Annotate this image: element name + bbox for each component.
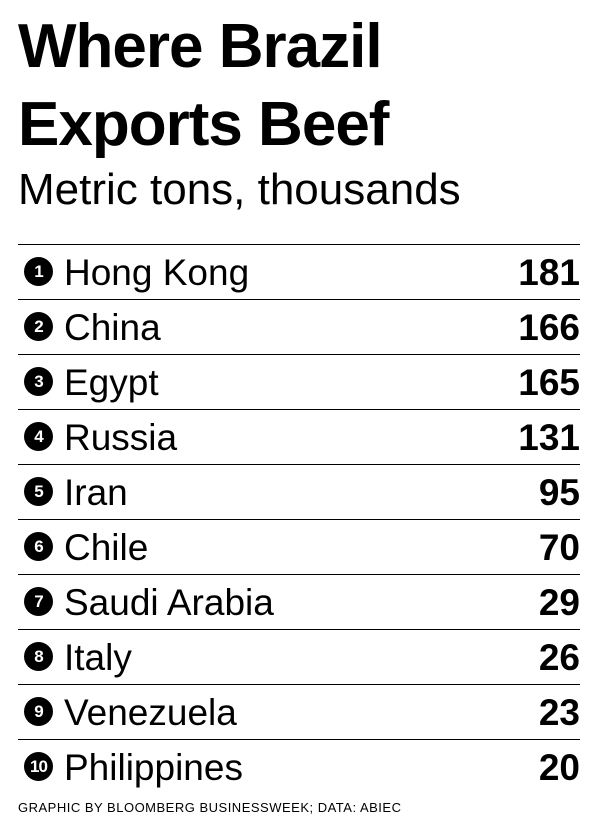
country-name: China <box>64 307 161 348</box>
credit: GRAPHIC BY BLOOMBERG BUSINESSWEEK; DATA:… <box>18 800 402 815</box>
table-row: 4 Russia 131 <box>18 409 580 464</box>
export-value: 166 <box>518 307 580 348</box>
table-row: 10 Philippines 20 <box>18 739 580 794</box>
rank-badge: 10 <box>24 752 53 781</box>
rank-badge: 1 <box>24 257 53 286</box>
rank-badge: 2 <box>24 312 53 341</box>
country-name: Chile <box>64 527 149 568</box>
export-value: 20 <box>538 747 580 788</box>
rank-badge: 3 <box>24 367 53 396</box>
rank-badge: 5 <box>24 477 53 506</box>
export-value: 165 <box>518 362 580 403</box>
subtitle: Metric tons, thousands <box>18 165 461 214</box>
rank-badge: 8 <box>24 642 53 671</box>
table-row: 5 Iran 95 <box>18 464 580 519</box>
export-value: 26 <box>538 637 580 678</box>
ranking-table: 1 Hong Kong 181 2 China 166 3 Egypt 165 4 Russia 13… <box>18 244 580 794</box>
country-name: Iran <box>64 472 128 513</box>
export-value: 29 <box>538 582 580 623</box>
rank-badge: 9 <box>24 697 53 726</box>
country-name: Philippines <box>64 747 243 788</box>
export-value: 181 <box>518 252 580 293</box>
export-value: 95 <box>538 472 580 513</box>
table-row: 8 Italy 26 <box>18 629 580 684</box>
country-name: Saudi Arabia <box>64 582 274 623</box>
table-row: 6 Chile 70 <box>18 519 580 574</box>
export-value: 131 <box>518 417 580 458</box>
country-name: Russia <box>64 417 178 458</box>
table-row: 2 China 166 <box>18 299 580 354</box>
table-row: 3 Egypt 165 <box>18 354 580 409</box>
export-value: 70 <box>538 527 580 568</box>
country-name: Italy <box>64 637 132 678</box>
table-row: 7 Saudi Arabia 29 <box>18 574 580 629</box>
country-name: Venezuela <box>64 692 237 733</box>
country-name: Egypt <box>64 362 159 403</box>
export-value: 23 <box>538 692 580 733</box>
rank-badge: 4 <box>24 422 53 451</box>
country-name: Hong Kong <box>64 252 250 293</box>
rank-badge: 6 <box>24 532 53 561</box>
table-row: 9 Venezuela 23 <box>18 684 580 739</box>
rank-badge: 7 <box>24 587 53 616</box>
table-row: 1 Hong Kong 181 <box>18 244 580 299</box>
title: Where Brazil Exports Beef <box>18 12 389 159</box>
